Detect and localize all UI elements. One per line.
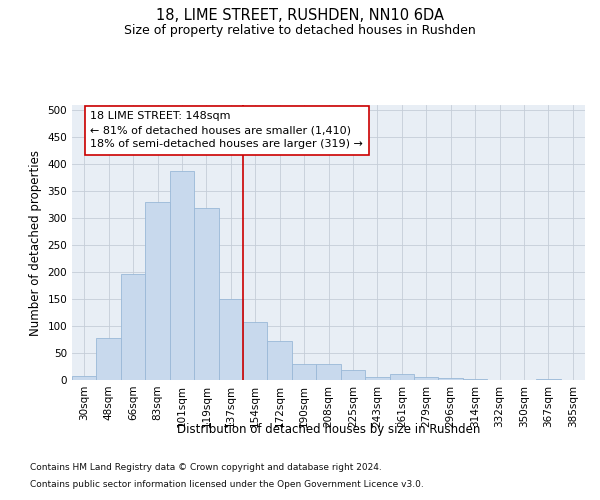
Bar — [170, 172, 194, 380]
Bar — [365, 377, 389, 380]
Text: Contains public sector information licensed under the Open Government Licence v3: Contains public sector information licen… — [30, 480, 424, 489]
Text: Distribution of detached houses by size in Rushden: Distribution of detached houses by size … — [177, 422, 481, 436]
Bar — [72, 376, 97, 380]
Bar — [97, 338, 121, 380]
Bar — [341, 370, 365, 380]
Bar — [463, 379, 487, 380]
Text: Contains HM Land Registry data © Crown copyright and database right 2024.: Contains HM Land Registry data © Crown c… — [30, 464, 382, 472]
Bar — [194, 208, 218, 380]
Bar — [439, 378, 463, 380]
Bar — [268, 340, 292, 380]
Bar — [536, 379, 560, 380]
Bar — [292, 364, 316, 380]
Bar — [218, 299, 243, 380]
Bar — [121, 274, 145, 380]
Text: 18 LIME STREET: 148sqm
← 81% of detached houses are smaller (1,410)
18% of semi-: 18 LIME STREET: 148sqm ← 81% of detached… — [91, 112, 363, 150]
Text: Size of property relative to detached houses in Rushden: Size of property relative to detached ho… — [124, 24, 476, 37]
Bar — [316, 364, 341, 380]
Bar — [414, 378, 439, 380]
Bar — [243, 322, 268, 380]
Bar — [389, 374, 414, 380]
Bar — [145, 202, 170, 380]
Text: 18, LIME STREET, RUSHDEN, NN10 6DA: 18, LIME STREET, RUSHDEN, NN10 6DA — [156, 8, 444, 22]
Y-axis label: Number of detached properties: Number of detached properties — [29, 150, 42, 336]
